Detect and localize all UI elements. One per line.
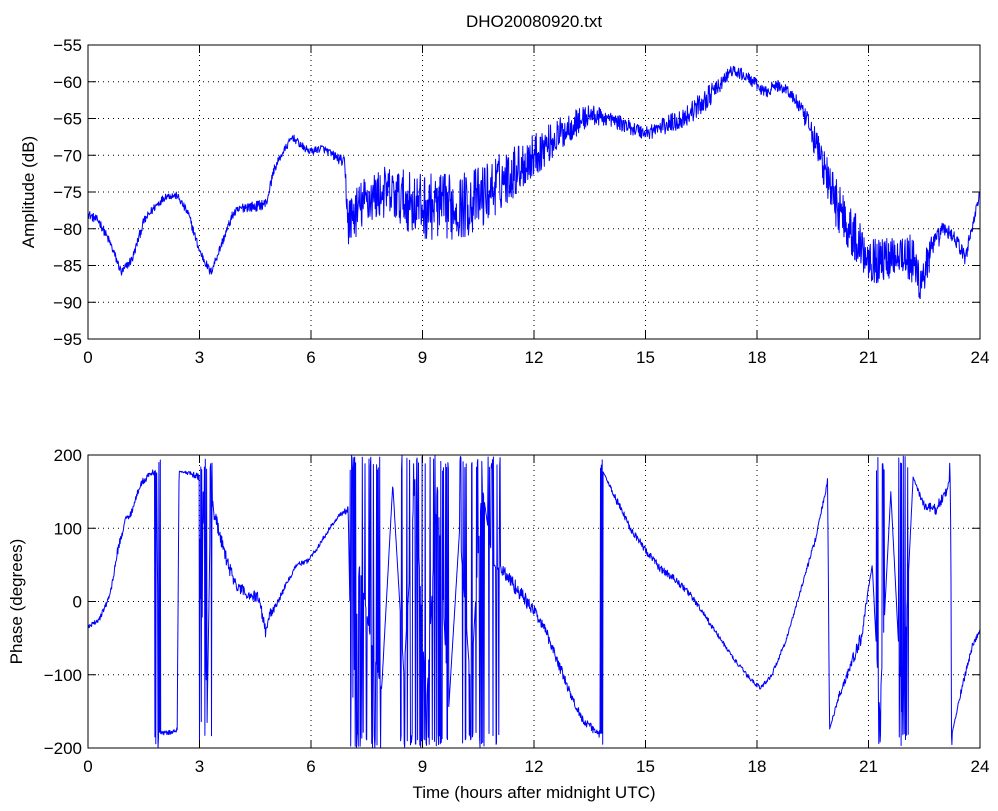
y-tick-label: −70	[53, 146, 82, 165]
x-tick-label: 18	[748, 348, 767, 367]
y-tick-label: −95	[53, 330, 82, 349]
x-tick-label: 9	[418, 348, 427, 367]
x-tick-label: 24	[971, 348, 990, 367]
y-axis-label: Phase (degrees)	[7, 539, 26, 665]
y-tick-label: −60	[53, 73, 82, 92]
x-tick-label: 0	[83, 348, 92, 367]
x-tick-label: 3	[195, 348, 204, 367]
x-tick-label: 21	[859, 348, 878, 367]
y-tick-label: −80	[53, 220, 82, 239]
series-line	[87, 454, 981, 749]
y-tick-label: −75	[53, 183, 82, 202]
y-tick-label: 0	[73, 593, 82, 612]
x-tick-label: 21	[859, 757, 878, 776]
x-tick-label: 12	[525, 348, 544, 367]
x-tick-label: 0	[83, 757, 92, 776]
x-tick-label: 6	[306, 348, 315, 367]
y-tick-label: −55	[53, 36, 82, 55]
x-tick-label: 6	[306, 757, 315, 776]
x-tick-label: 15	[636, 757, 655, 776]
y-tick-label: −200	[44, 739, 82, 758]
y-axis-label: Amplitude (dB)	[19, 136, 38, 248]
x-tick-label: 24	[971, 757, 990, 776]
y-tick-label: −100	[44, 666, 82, 685]
x-axis-label: Time (hours after midnight UTC)	[412, 783, 655, 802]
y-tick-label: 200	[54, 446, 82, 465]
x-tick-label: 18	[748, 757, 767, 776]
series-line	[87, 65, 981, 299]
y-tick-label: −65	[53, 110, 82, 129]
chart-title: DHO20080920.txt	[466, 12, 602, 31]
x-tick-label: 12	[525, 757, 544, 776]
x-tick-label: 3	[195, 757, 204, 776]
amplitude-plot: 0 3 6 9 12 15 18 21 24 −55 −60 −65 −70 −75 −80 −85 −90 −9…	[19, 36, 989, 367]
x-tick-label: 9	[418, 757, 427, 776]
x-tick-label: 15	[636, 348, 655, 367]
y-tick-label: 100	[54, 519, 82, 538]
phase-plot: 0 3 6 9 12 15 18 21 24 200 100 0 −100 −200 Phase (degr…	[7, 446, 989, 802]
y-tick-label: −85	[53, 257, 82, 276]
y-tick-label: −90	[53, 293, 82, 312]
